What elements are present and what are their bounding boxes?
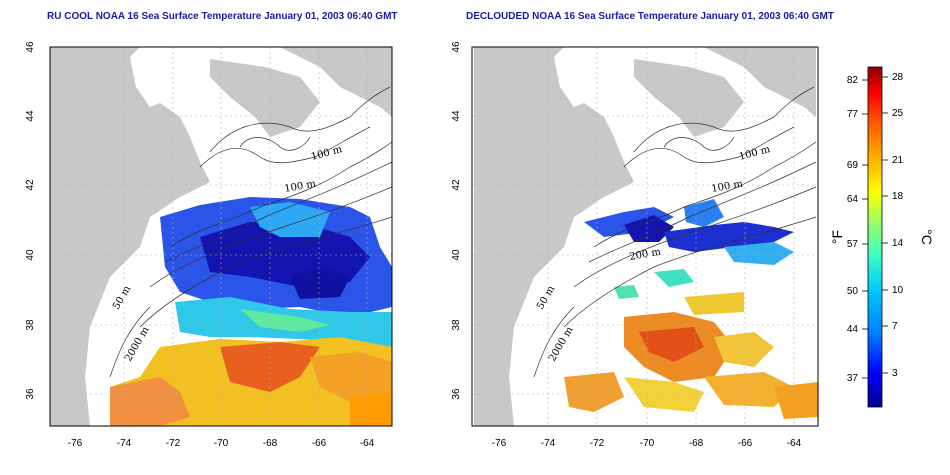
left-lon-tick: -76 [68,438,83,449]
colorbar-f-tick: 57 [847,239,859,250]
right-lat-tick: 38 [451,319,462,331]
left-lon-tick: -66 [312,438,327,449]
right-lat-tick: 42 [451,179,462,191]
colorbar-gradient [867,66,883,408]
colorbar-f-tick: 77 [847,109,859,120]
colorbar-fahrenheit-label: °F [829,230,845,244]
left-lat-tick: 42 [25,179,36,191]
colorbar-f-tick: 64 [847,194,859,205]
left-lat-tick: 46 [25,41,36,53]
colorbar-c-tick: 21 [892,155,904,166]
left-lat-tick: 40 [25,249,36,261]
colorbar-f-tick: 44 [847,324,859,335]
right-lon-tick: -74 [541,438,556,449]
right-lat-tick: 36 [451,388,462,400]
colorbar-c-tick: 10 [892,285,904,296]
left-lat-tick: 36 [25,388,36,400]
right-lat-tick: 40 [451,249,462,261]
right-map-panel: 100 m 100 m 200 m 50 m 2000 m 36 38 40 4… [451,41,819,449]
left-lat-tick: 38 [25,319,36,331]
colorbar-f-tick: 37 [847,373,859,384]
right-lat-tick: 46 [451,41,462,53]
right-map-title: DECLOUDED NOAA 16 Sea Surface Temperatur… [466,11,834,22]
right-lon-tick: -72 [590,438,605,449]
left-lat-tick: 44 [25,110,36,122]
colorbar-c-tick: 18 [892,191,904,202]
colorbar: 82 77 69 64 57 50 44 37 28 25 21 18 14 1… [829,66,935,408]
colorbar-f-tick: 82 [847,75,859,86]
left-lon-tick: -74 [117,438,132,449]
left-map-title: RU COOL NOAA 16 Sea Surface Temperature … [47,11,398,22]
left-lon-tick: -72 [166,438,181,449]
right-lat-tick: 44 [451,110,462,122]
left-lon-tick: -70 [214,438,229,449]
left-lon-tick: -68 [263,438,278,449]
colorbar-c-tick: 14 [892,238,904,249]
colorbar-c-tick: 7 [892,321,898,332]
left-map-panel: 100 m 100 m 50 m 2000 m 36 38 40 42 44 4… [25,41,393,449]
left-lon-tick: -64 [360,438,375,449]
colorbar-c-tick: 25 [892,108,904,119]
right-lon-tick: -70 [640,438,655,449]
right-lon-tick: -76 [492,438,507,449]
colorbar-f-tick: 69 [847,160,859,171]
colorbar-celsius-label: °C [919,229,935,245]
right-lon-tick: -68 [689,438,704,449]
colorbar-c-tick: 28 [892,72,904,83]
colorbar-c-tick: 3 [892,368,898,379]
colorbar-f-tick: 50 [847,286,859,297]
right-lon-tick: -66 [738,438,753,449]
right-lon-tick: -64 [787,438,802,449]
